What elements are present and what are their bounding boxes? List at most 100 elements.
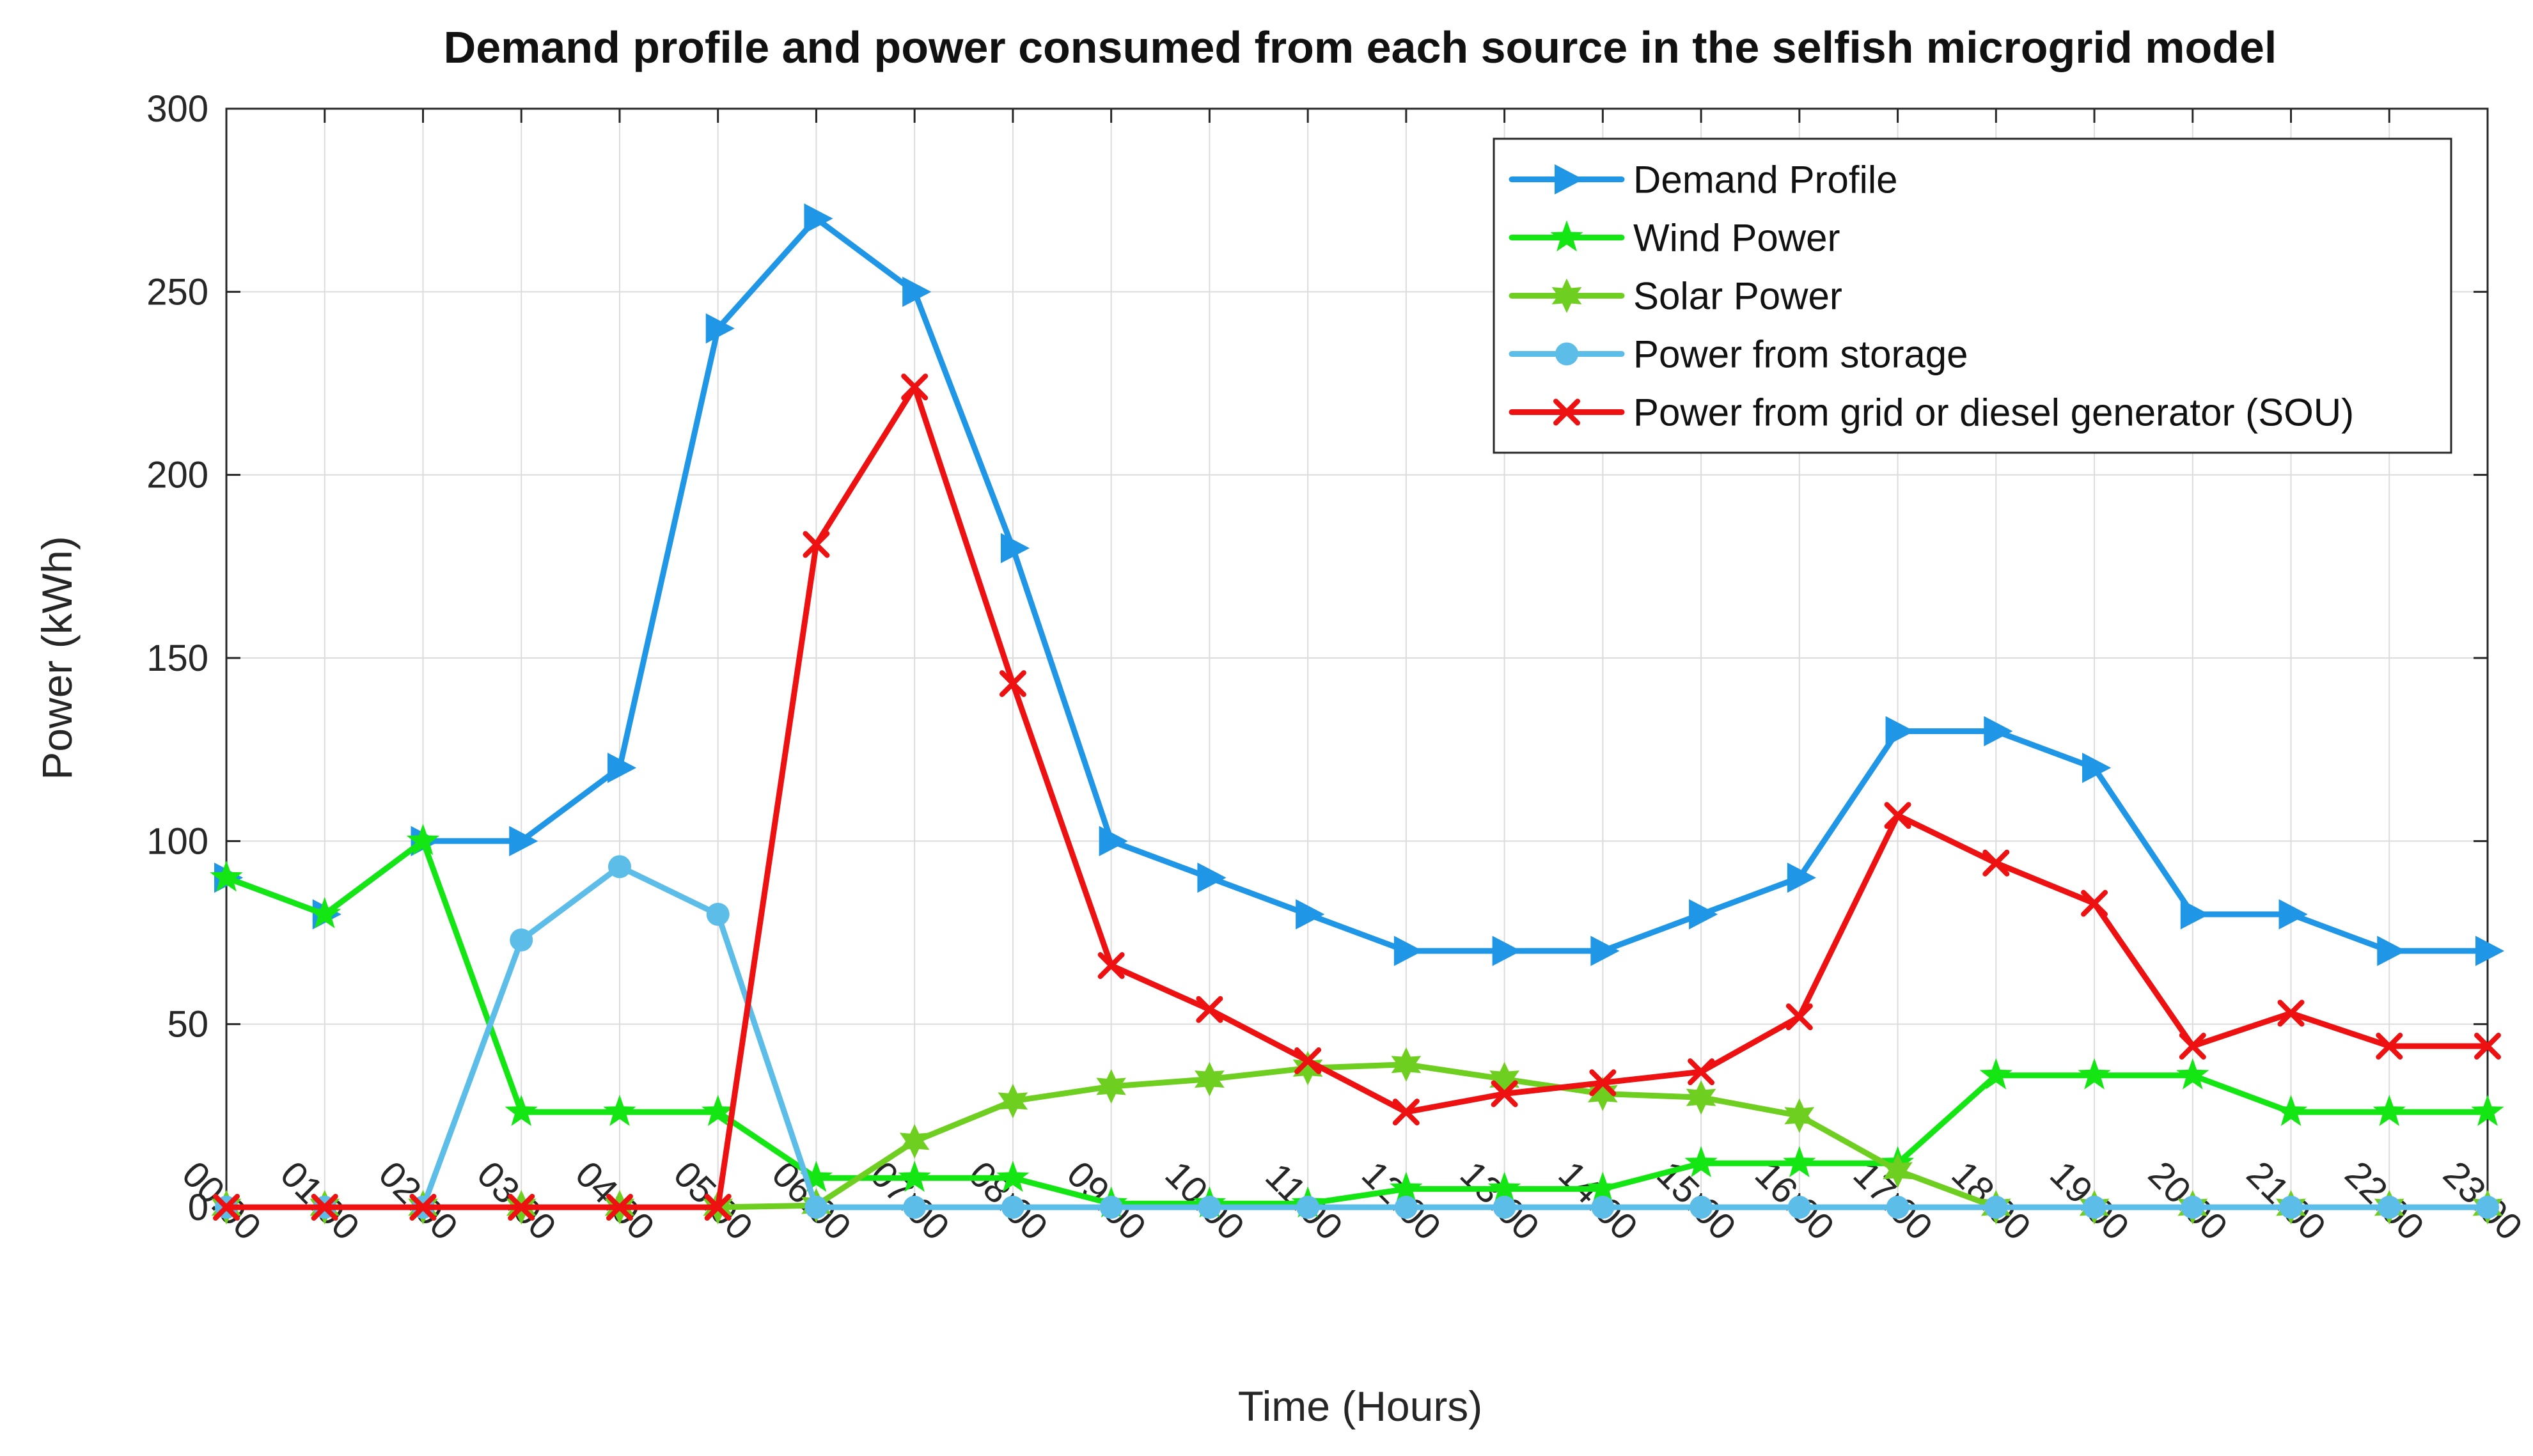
data-point-solar-power <box>998 1083 1028 1118</box>
x-marker-stroke <box>1785 1003 1813 1031</box>
data-point-power-from-storage <box>903 1196 927 1219</box>
legend-item-power-from-grid-or-diesel-generator-sou: Power from grid or diesel generator (SOU… <box>1509 391 2354 434</box>
chart-title: Demand profile and power consumed from e… <box>444 22 2277 72</box>
data-point-power-from-storage <box>2083 1196 2106 1219</box>
data-point-power-from-grid-or-diesel-generator-sou <box>1294 1047 1322 1074</box>
data-point-wind-power <box>603 1095 636 1126</box>
data-point-power-from-storage <box>1099 1196 1123 1219</box>
data-point-power-from-grid-or-diesel-generator-sou <box>2474 1033 2501 1060</box>
series-power-from-grid-or-diesel-generator-sou <box>213 373 2501 1221</box>
data-point-power-from-storage <box>804 1196 828 1219</box>
series-layer <box>210 203 2505 1225</box>
data-point-wind-power <box>210 860 243 892</box>
data-point-power-from-storage <box>2181 1196 2204 1219</box>
data-point-solar-power <box>1292 1051 1323 1086</box>
data-point-power-from-storage <box>2378 1196 2401 1219</box>
series-line-power-from-grid-or-diesel-generator-sou <box>223 384 2491 1210</box>
data-point-demand-profile <box>2082 753 2112 783</box>
data-point-power-from-grid-or-diesel-generator-sou <box>1688 1058 1715 1086</box>
x-marker-stroke <box>1294 1047 1322 1074</box>
series-line-power-from-storage <box>223 863 2491 1210</box>
data-point-demand-profile <box>1296 899 1325 930</box>
data-point-wind-power <box>2078 1058 2111 1090</box>
legend-label: Power from storage <box>1633 333 1968 376</box>
x-marker-stroke <box>2474 1033 2501 1060</box>
x-marker-stroke <box>2376 1033 2403 1060</box>
legend-item-demand-profile: Demand Profile <box>1509 159 1898 201</box>
data-point-solar-power <box>1883 1153 1913 1188</box>
data-point-power-from-grid-or-diesel-generator-sou <box>1491 1080 1518 1108</box>
data-point-power-from-storage <box>1198 1196 1221 1219</box>
x-marker-stroke <box>999 670 1026 698</box>
x-marker-stroke <box>1982 849 2010 877</box>
data-point-power-from-storage <box>1690 1196 1713 1219</box>
data-point-power-from-storage <box>1984 1196 2008 1219</box>
data-point-solar-power <box>1391 1047 1422 1082</box>
x-marker-stroke <box>311 1194 338 1221</box>
grid-lines <box>226 108 2488 1208</box>
data-point-solar-power <box>899 1123 930 1159</box>
data-point-wind-power <box>1390 1171 1423 1203</box>
legend-swatch-marker <box>1553 398 1580 426</box>
data-point-wind-power <box>2372 1095 2406 1126</box>
y-axis-label: Power (kWh) <box>33 536 81 779</box>
data-point-demand-profile <box>1197 862 1227 893</box>
y-tick-label: 0 <box>188 1187 208 1228</box>
data-point-solar-power <box>1686 1080 1716 1115</box>
data-point-demand-profile <box>1885 716 1915 747</box>
legend-box <box>1493 137 2452 454</box>
x-marker-stroke <box>1392 1099 1420 1126</box>
data-point-power-from-grid-or-diesel-generator-sou <box>1982 849 2010 877</box>
data-point-power-from-grid-or-diesel-generator-sou <box>1196 996 1223 1023</box>
data-point-solar-power <box>1096 1069 1126 1104</box>
data-point-power-from-grid-or-diesel-generator-sou <box>901 373 929 401</box>
y-tick-label: 100 <box>146 820 208 862</box>
data-point-power-from-grid-or-diesel-generator-sou <box>803 531 830 558</box>
data-point-power-from-storage <box>1296 1196 1320 1219</box>
data-point-solar-power <box>1784 1098 1815 1133</box>
legend-item-wind-power: Wind Power <box>1509 217 1840 260</box>
x-marker-stroke <box>2179 1033 2206 1060</box>
data-point-power-from-grid-or-diesel-generator-sou <box>1097 952 1125 980</box>
data-point-wind-power <box>505 1095 538 1126</box>
data-point-power-from-grid-or-diesel-generator-sou <box>1392 1099 1420 1126</box>
data-point-wind-power <box>1979 1058 2012 1090</box>
data-point-demand-profile <box>2377 935 2406 966</box>
data-point-demand-profile <box>902 276 932 307</box>
data-point-power-from-storage <box>1886 1196 1910 1219</box>
data-point-demand-profile <box>1590 935 1620 966</box>
legend-label: Solar Power <box>1633 275 1842 318</box>
x-marker-stroke <box>1884 802 1911 829</box>
y-tick-label: 200 <box>146 455 208 496</box>
y-tick-label: 50 <box>167 1004 208 1045</box>
data-point-power-from-grid-or-diesel-generator-sou <box>1785 1003 1813 1031</box>
data-point-power-from-grid-or-diesel-generator-sou <box>1589 1069 1617 1097</box>
x-marker-stroke <box>2081 889 2108 917</box>
x-marker-stroke <box>2277 999 2305 1027</box>
data-point-power-from-storage <box>1394 1196 1418 1219</box>
data-point-solar-power <box>1489 1061 1519 1097</box>
data-point-power-from-grid-or-diesel-generator-sou <box>213 1194 240 1221</box>
x-marker-stroke <box>1491 1080 1518 1108</box>
data-point-wind-power <box>1684 1146 1718 1178</box>
data-point-power-from-grid-or-diesel-generator-sou <box>2081 889 2108 917</box>
data-point-power-from-grid-or-diesel-generator-sou <box>704 1194 732 1221</box>
series-line-wind-power <box>223 838 2491 1207</box>
data-point-power-from-storage <box>608 855 631 879</box>
y-tick-label: 300 <box>146 88 208 130</box>
data-point-wind-power <box>1783 1146 1816 1178</box>
data-point-wind-power <box>996 1161 1030 1192</box>
data-point-power-from-storage <box>706 902 730 926</box>
x-marker-stroke <box>1589 1069 1617 1097</box>
data-point-wind-power <box>406 824 440 856</box>
data-point-demand-profile <box>607 753 637 783</box>
data-point-wind-power <box>702 1095 735 1126</box>
x-marker-stroke <box>409 1194 437 1221</box>
x-marker-stroke <box>901 373 929 401</box>
x-marker-stroke <box>803 531 830 558</box>
data-point-wind-power <box>308 896 341 928</box>
legend-swatch-marker <box>1555 164 1584 195</box>
data-point-wind-power <box>1487 1171 1521 1203</box>
data-point-power-from-storage <box>1787 1196 1811 1219</box>
data-point-demand-profile <box>1492 935 1521 966</box>
